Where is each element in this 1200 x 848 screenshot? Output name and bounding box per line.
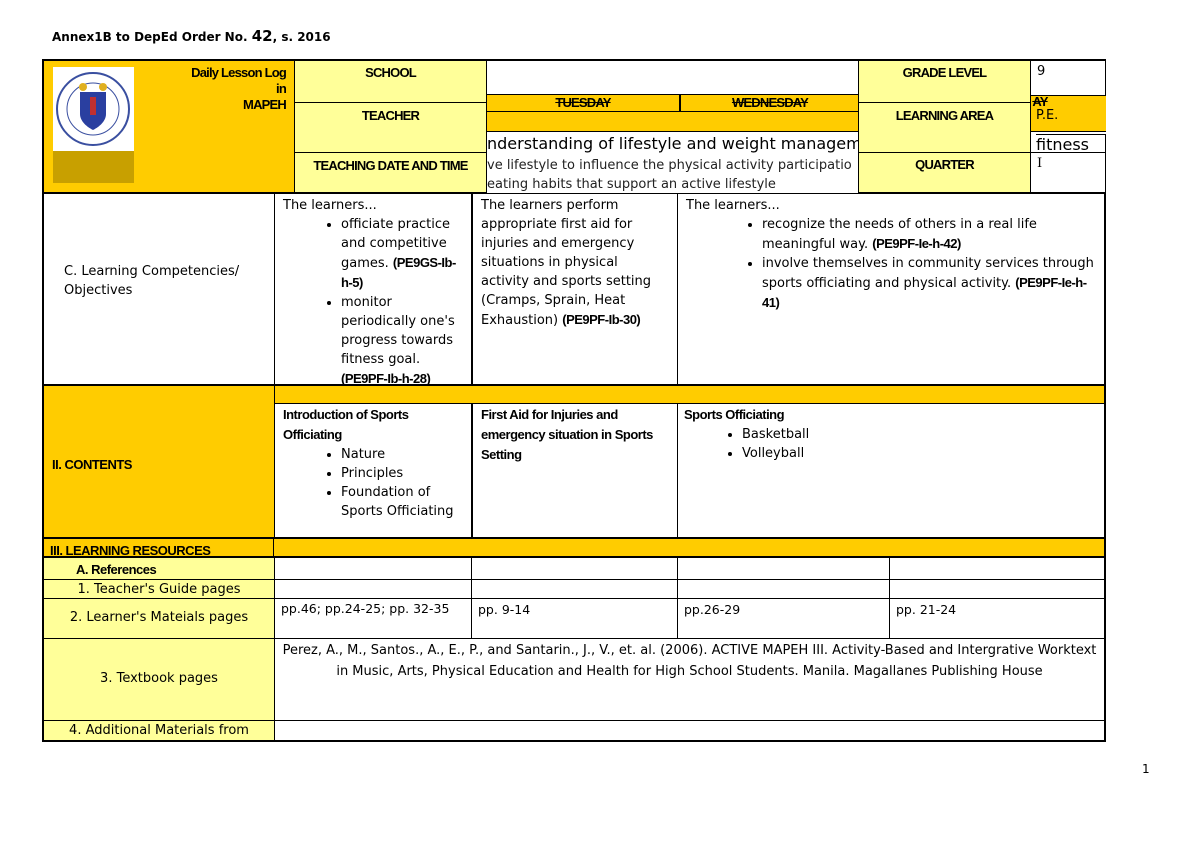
school-label: SCHOOL: [294, 59, 487, 103]
lm-cell: pp.26-29: [677, 598, 890, 639]
grade-level-value[interactable]: 9: [1030, 59, 1106, 96]
day-friday-partial: AY: [1032, 94, 1048, 109]
additional-materials-label: 4. Additional Materials from: [42, 720, 275, 742]
logo-underlay: [53, 151, 134, 183]
content-item: Principles: [341, 464, 463, 483]
objective-item: monitor periodically one's progress towa…: [341, 293, 463, 389]
references-cell[interactable]: [889, 557, 1106, 580]
content-standard-overflow: nderstanding of lifestyle and weight man…: [487, 134, 859, 153]
tg-cell[interactable]: [274, 579, 472, 599]
tg-cell[interactable]: [471, 579, 678, 599]
references-label: A. References: [42, 557, 275, 580]
contents-strip: [274, 384, 1106, 404]
quarter-value[interactable]: I: [1030, 152, 1106, 194]
contents-day2: First Aid for Injuries and emergency sit…: [471, 403, 678, 538]
objective-item: involve themselves in community services…: [762, 254, 1096, 313]
deped-logo: [53, 67, 134, 151]
teaching-date-label: TEACHING DATE AND TIME: [294, 152, 487, 194]
document-title: Daily Lesson Log in MAPEH: [191, 65, 287, 112]
fitness-overflow: fitness: [1036, 134, 1106, 154]
lm-cell: pp. 9-14: [471, 598, 678, 639]
additional-materials-cell[interactable]: [274, 720, 1106, 742]
page-number: 1: [1142, 762, 1150, 776]
objectives-day1: The learners... officiate practice and c…: [274, 193, 472, 386]
lm-cell: pp. 21-24: [889, 598, 1106, 639]
references-cell[interactable]: [471, 557, 678, 580]
learning-area-label: LEARNING AREA: [858, 102, 1031, 153]
lm-cell: pp.46; pp.24-25; pp. 32-35: [274, 598, 472, 639]
day-wednesday: WEDNESDAY: [680, 94, 860, 112]
contents-day3: Sports Officiating BasketballVolleyball: [677, 403, 1106, 538]
learning-area-value[interactable]: P.E.: [1036, 108, 1059, 123]
annex-header: Annex1B to DepEd Order No. 42, s. 2016: [52, 27, 331, 45]
contents-label: II. CONTENTS: [42, 384, 275, 538]
tg-cell[interactable]: [889, 579, 1106, 599]
quarter-label: QUARTER: [858, 152, 1031, 194]
content-item: Nature: [341, 445, 463, 464]
teacher-label: TEACHER: [294, 102, 487, 153]
contents-day1: Introduction of Sports Officiating Natur…: [274, 403, 472, 538]
learners-materials-label: 2. Learner's Mateials pages: [42, 598, 275, 639]
content-item: Foundation of Sports Officiating: [341, 483, 463, 521]
content-item: Basketball: [742, 425, 1098, 444]
school-value[interactable]: [486, 59, 859, 96]
performance-standard-overflow: ve lifestyle to influence the physical a…: [487, 158, 852, 192]
objectives-label: C. Learning Competencies/ Objectives: [42, 193, 275, 385]
title-cell: Daily Lesson Log in MAPEH: [42, 59, 295, 194]
objectives-day2: The learners perform appropriate first a…: [471, 193, 678, 385]
teachers-guide-label: 1. Teacher's Guide pages: [42, 579, 275, 599]
textbook-value: Perez, A., M., Santos., A., E., P., and …: [274, 638, 1106, 721]
day-tuesday: TUESDAY: [486, 94, 680, 112]
objective-item: recognize the needs of others in a real …: [762, 215, 1096, 254]
objective-item: officiate practice and competitive games…: [341, 215, 463, 293]
content-item: Volleyball: [742, 444, 1098, 463]
references-cell[interactable]: [274, 557, 472, 580]
textbook-label: 3. Textbook pages: [42, 638, 275, 721]
objectives-day3: The learners... recognize the needs of o…: [677, 193, 1106, 385]
learning-resources-label-cell: III. LEARNING RESOURCES: [44, 539, 274, 558]
tg-cell[interactable]: [677, 579, 890, 599]
grade-level-label: GRADE LEVEL: [858, 59, 1031, 103]
references-cell[interactable]: [677, 557, 890, 580]
